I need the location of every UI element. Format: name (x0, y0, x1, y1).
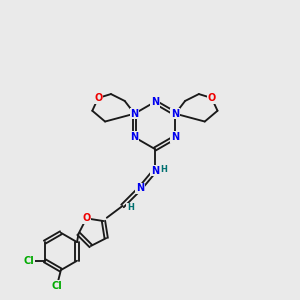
Text: N: N (130, 132, 139, 142)
Text: H: H (160, 165, 167, 174)
Text: N: N (151, 97, 159, 107)
Text: O: O (82, 213, 91, 223)
Text: N: N (171, 109, 179, 119)
Text: N: N (136, 183, 144, 193)
Text: N: N (151, 166, 159, 176)
Text: Cl: Cl (52, 281, 62, 291)
Text: N: N (171, 132, 179, 142)
Text: H: H (127, 203, 134, 212)
Text: Cl: Cl (24, 256, 34, 266)
Text: O: O (94, 93, 102, 103)
Text: O: O (208, 93, 216, 103)
Text: N: N (130, 109, 139, 119)
